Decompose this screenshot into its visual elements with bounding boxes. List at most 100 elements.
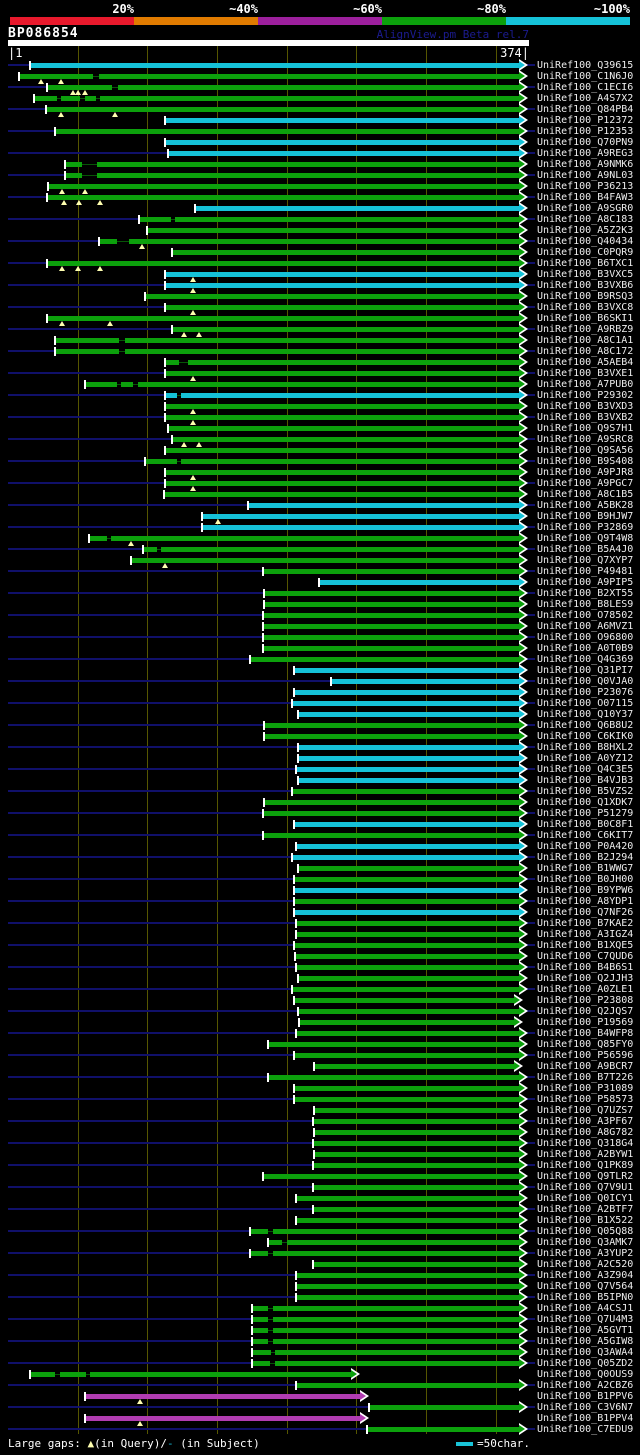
subject-label[interactable]: UniRef100_B3VXC5 [537, 269, 634, 280]
alignment-bar[interactable] [293, 943, 520, 948]
alignment-bar[interactable] [65, 162, 520, 167]
subject-label[interactable]: UniRef100_Q4C3E5 [537, 764, 634, 775]
alignment-bar[interactable] [30, 63, 520, 68]
alignment-bar[interactable] [313, 1185, 520, 1190]
subject-label[interactable]: UniRef100_P36213 [537, 181, 634, 192]
subject-label[interactable]: UniRef100_B4FAW3 [537, 192, 634, 203]
subject-label[interactable]: UniRef100_Q9T4W8 [537, 533, 634, 544]
alignment-bar[interactable] [293, 690, 520, 695]
alignment-bar[interactable] [313, 1262, 520, 1267]
subject-label[interactable]: UniRef100_B3VXB6 [537, 280, 634, 291]
alignment-bar[interactable] [48, 184, 520, 189]
alignment-bar[interactable] [297, 778, 520, 783]
alignment-bar[interactable] [292, 701, 520, 706]
subject-label[interactable]: UniRef100_Q9S7H1 [537, 423, 634, 434]
subject-label[interactable]: UniRef100_A3PF67 [537, 1116, 634, 1127]
alignment-bar[interactable] [250, 1229, 520, 1234]
subject-label[interactable]: UniRef100_P49481 [537, 566, 634, 577]
alignment-bar[interactable] [293, 668, 520, 673]
subject-label[interactable]: UniRef100_A5Z2K3 [537, 225, 634, 236]
subject-label[interactable]: UniRef100_A0YZ12 [537, 753, 634, 764]
alignment-bar[interactable] [47, 261, 520, 266]
subject-label[interactable]: UniRef100_B5IPN0 [537, 1292, 634, 1303]
subject-label[interactable]: UniRef100_P12372 [537, 115, 634, 126]
subject-label[interactable]: UniRef100_B2XT55 [537, 588, 634, 599]
subject-label[interactable]: UniRef100_A4S7X2 [537, 93, 634, 104]
alignment-bar[interactable] [168, 151, 520, 156]
alignment-bar[interactable] [201, 525, 520, 530]
subject-label[interactable]: UniRef100_B3VXB2 [537, 412, 634, 423]
subject-label[interactable]: UniRef100_Q2JJH3 [537, 973, 634, 984]
subject-label[interactable]: UniRef100_A9REG3 [537, 148, 634, 159]
subject-label[interactable]: UniRef100_A9PGC7 [537, 478, 634, 489]
alignment-bar[interactable] [296, 1383, 520, 1388]
subject-label[interactable]: UniRef100_Q0ICY1 [537, 1193, 634, 1204]
subject-label[interactable]: UniRef100_P0A420 [537, 841, 634, 852]
alignment-bar[interactable] [296, 844, 520, 849]
alignment-bar[interactable] [294, 954, 520, 959]
alignment-bar[interactable] [98, 239, 520, 244]
alignment-bar[interactable] [262, 569, 520, 574]
alignment-bar[interactable] [164, 492, 520, 497]
subject-label[interactable]: UniRef100_C0PQR9 [537, 247, 634, 258]
subject-label[interactable]: UniRef100_A9SGR0 [537, 203, 634, 214]
subject-label[interactable]: UniRef100_Q3AWA4 [537, 1347, 634, 1358]
alignment-bar[interactable] [293, 910, 520, 915]
alignment-bar[interactable] [296, 921, 520, 926]
alignment-bar[interactable] [250, 1251, 520, 1256]
alignment-bar[interactable] [165, 118, 520, 123]
alignment-bar[interactable] [250, 657, 520, 662]
alignment-bar[interactable] [297, 976, 520, 981]
subject-label[interactable]: UniRef100_Q7U4M3 [537, 1314, 634, 1325]
alignment-bar[interactable] [201, 514, 520, 519]
alignment-bar[interactable] [264, 591, 520, 596]
alignment-bar[interactable] [314, 1130, 520, 1135]
alignment-bar[interactable] [293, 888, 520, 893]
subject-label[interactable]: UniRef100_B6SKI1 [537, 313, 634, 324]
subject-label[interactable]: UniRef100_P19569 [537, 1017, 634, 1028]
alignment-bar[interactable] [296, 965, 520, 970]
subject-label[interactable]: UniRef100_Q40434 [537, 236, 634, 247]
alignment-bar[interactable] [45, 107, 520, 112]
alignment-bar[interactable] [165, 305, 520, 310]
alignment-bar[interactable] [313, 1119, 520, 1124]
alignment-bar[interactable] [331, 679, 520, 684]
alignment-bar[interactable] [313, 1207, 520, 1212]
subject-label[interactable]: UniRef100_A8G782 [537, 1127, 634, 1138]
subject-label[interactable]: UniRef100_B9S408 [537, 456, 634, 467]
alignment-bar[interactable] [165, 404, 520, 409]
alignment-bar[interactable] [293, 1053, 520, 1058]
subject-label[interactable]: UniRef100_B4VJB3 [537, 775, 634, 786]
alignment-bar[interactable] [262, 624, 520, 629]
alignment-bar[interactable] [165, 283, 520, 288]
subject-label[interactable]: UniRef100_B2J294 [537, 852, 634, 863]
subject-label[interactable]: UniRef100_Q05Q88 [537, 1226, 634, 1237]
subject-label[interactable]: UniRef100_A2CBZ6 [537, 1380, 634, 1391]
alignment-bar[interactable] [264, 723, 520, 728]
alignment-bar[interactable] [262, 646, 520, 651]
alignment-bar[interactable] [268, 1075, 520, 1080]
alignment-bar[interactable] [297, 756, 520, 761]
subject-label[interactable]: UniRef100_Q4G369 [537, 654, 634, 665]
subject-label[interactable]: UniRef100_A5GVT1 [537, 1325, 634, 1336]
subject-label[interactable]: UniRef100_Q1XDK7 [537, 797, 634, 808]
subject-label[interactable]: UniRef100_A8C1A1 [537, 335, 634, 346]
alignment-bar[interactable] [296, 1284, 520, 1289]
alignment-bar[interactable] [262, 613, 520, 618]
subject-label[interactable]: UniRef100_C7QUD6 [537, 951, 634, 962]
alignment-bar[interactable] [165, 415, 520, 420]
subject-label[interactable]: UniRef100_A3YUP2 [537, 1248, 634, 1259]
subject-label[interactable]: UniRef100_A6MVZ1 [537, 621, 634, 632]
subject-label[interactable]: UniRef100_O07115 [537, 698, 634, 709]
alignment-bar[interactable] [314, 1152, 520, 1157]
subject-label[interactable]: UniRef100_C6KIK0 [537, 731, 634, 742]
subject-label[interactable]: UniRef100_Q3AMK7 [537, 1237, 634, 1248]
alignment-bar[interactable] [194, 206, 520, 211]
subject-label[interactable]: UniRef100_C1N6J0 [537, 71, 634, 82]
subject-label[interactable]: UniRef100_A5AEB4 [537, 357, 634, 368]
subject-label[interactable]: UniRef100_B3VXE1 [537, 368, 634, 379]
subject-label[interactable]: UniRef100_B1X522 [537, 1215, 634, 1226]
alignment-bar[interactable] [247, 503, 520, 508]
subject-label[interactable]: UniRef100_Q0VJA0 [537, 676, 634, 687]
subject-label[interactable]: UniRef100_A8C172 [537, 346, 634, 357]
